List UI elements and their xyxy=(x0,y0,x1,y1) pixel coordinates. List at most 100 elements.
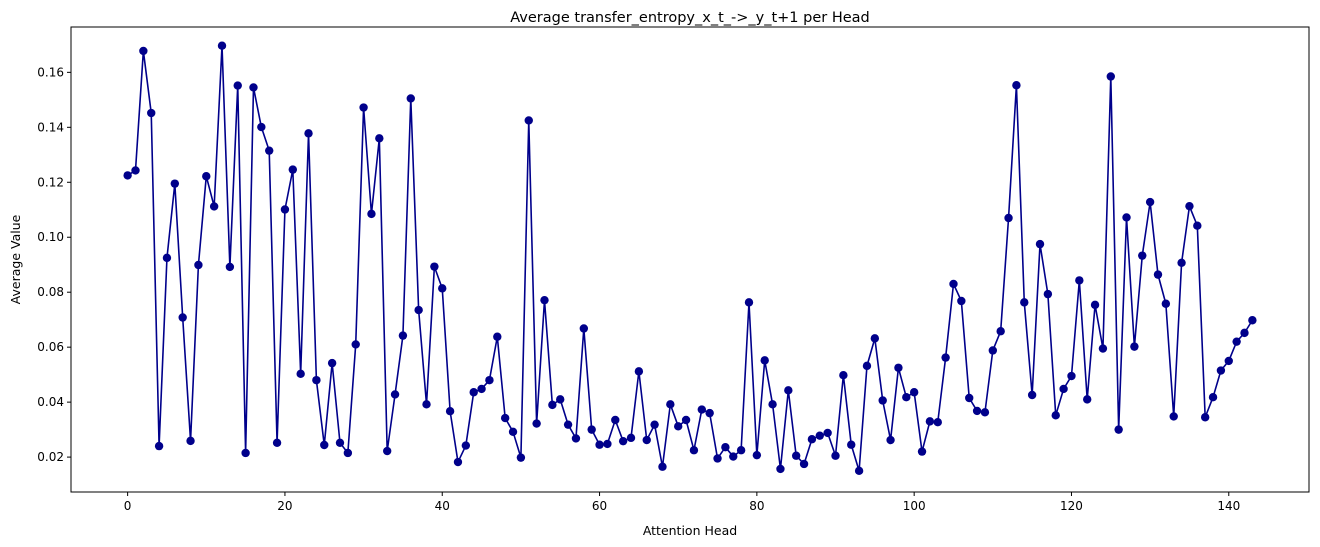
data-point xyxy=(988,346,998,355)
data-point xyxy=(925,417,935,426)
data-point xyxy=(870,334,880,343)
data-point xyxy=(265,146,274,155)
x-tick-label: 140 xyxy=(1217,499,1240,513)
data-point xyxy=(1004,213,1013,223)
data-point xyxy=(406,94,415,103)
x-tick-label: 60 xyxy=(592,499,607,513)
series xyxy=(123,41,1257,476)
y-tick-label: 0.16 xyxy=(37,65,64,79)
data-point xyxy=(634,367,644,376)
y-tick-label: 0.12 xyxy=(37,175,64,189)
data-point xyxy=(139,46,148,56)
data-point xyxy=(304,129,313,138)
data-point xyxy=(233,81,242,90)
data-point xyxy=(296,369,305,379)
data-point xyxy=(721,443,730,452)
data-point xyxy=(1177,258,1186,267)
data-point xyxy=(272,438,282,448)
data-point xyxy=(320,440,329,450)
y-axis-label: Average Value xyxy=(8,214,23,304)
data-point xyxy=(469,388,478,397)
data-point xyxy=(493,332,502,341)
data-point xyxy=(1193,221,1202,230)
data-point xyxy=(367,209,376,219)
data-point xyxy=(776,464,785,474)
data-point xyxy=(430,262,439,271)
x-tick-label: 100 xyxy=(903,499,926,513)
data-point xyxy=(1051,411,1060,420)
data-point xyxy=(1169,412,1178,421)
data-point xyxy=(1138,251,1147,260)
data-point xyxy=(422,400,431,409)
data-point xyxy=(1208,392,1218,402)
x-tick-label: 80 xyxy=(749,499,764,513)
data-point xyxy=(1224,356,1233,366)
data-point xyxy=(1232,337,1241,346)
data-point xyxy=(744,298,754,307)
data-point xyxy=(642,435,651,445)
data-point xyxy=(280,205,290,214)
data-point xyxy=(791,451,801,460)
data-point xyxy=(154,441,164,451)
y-tick-label: 0.06 xyxy=(37,340,64,354)
data-point xyxy=(438,284,447,293)
data-point xyxy=(241,448,250,458)
x-axis-label: Attention Head xyxy=(643,523,737,538)
data-point xyxy=(524,116,533,125)
data-point xyxy=(1012,81,1021,90)
x-tick-label: 40 xyxy=(435,499,450,513)
y-axis: 0.02 0.04 0.06 0.08 0.10 0.12 0.14 0.16 xyxy=(37,65,71,464)
data-point xyxy=(941,353,950,362)
data-point xyxy=(689,446,699,455)
x-tick-label: 20 xyxy=(277,499,292,513)
data-point xyxy=(854,466,864,476)
data-point xyxy=(587,425,596,434)
data-point xyxy=(626,433,636,443)
data-point xyxy=(1106,72,1115,81)
data-point xyxy=(603,439,612,449)
data-point xyxy=(335,438,345,448)
data-point xyxy=(1161,299,1171,308)
data-point xyxy=(658,462,667,471)
data-point xyxy=(862,361,872,371)
data-point xyxy=(194,260,203,270)
data-point xyxy=(1145,197,1155,207)
data-point xyxy=(540,295,549,305)
data-point xyxy=(618,436,628,446)
data-point xyxy=(768,400,777,409)
data-point xyxy=(1122,213,1131,222)
data-point xyxy=(666,400,675,409)
data-point xyxy=(760,356,769,365)
x-axis: 0 20 40 60 80 100 120 140 xyxy=(124,492,1240,513)
data-point xyxy=(398,331,408,340)
plot-frame xyxy=(70,26,1310,493)
data-point xyxy=(1059,384,1068,394)
data-point xyxy=(674,422,683,431)
data-point xyxy=(1075,276,1084,285)
data-point xyxy=(1090,300,1100,310)
y-tick-label: 0.08 xyxy=(37,285,64,299)
data-point xyxy=(1083,395,1092,404)
data-point xyxy=(477,384,486,394)
data-point xyxy=(351,340,360,349)
data-point xyxy=(1114,425,1123,434)
data-point xyxy=(556,395,565,404)
data-point xyxy=(178,313,187,322)
data-point xyxy=(980,408,990,417)
data-point xyxy=(485,375,494,385)
data-point xyxy=(595,440,604,449)
data-point xyxy=(202,172,211,181)
data-point xyxy=(390,390,400,399)
y-tick-label: 0.14 xyxy=(37,120,64,134)
data-point xyxy=(831,451,840,460)
data-point xyxy=(736,446,746,455)
data-point xyxy=(957,296,966,306)
data-point xyxy=(516,453,526,462)
data-point xyxy=(729,452,738,461)
data-point xyxy=(972,406,982,416)
data-point xyxy=(186,436,195,446)
data-point xyxy=(847,440,856,449)
y-tick-label: 0.10 xyxy=(37,230,64,244)
data-point xyxy=(949,279,958,289)
